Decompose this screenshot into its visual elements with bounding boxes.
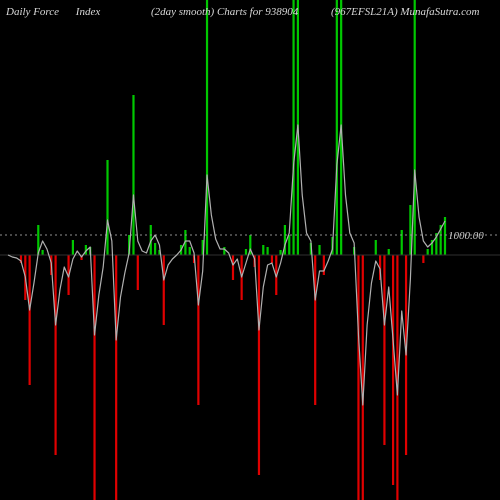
title-smooth: (2day smooth) Charts for 938904 (151, 6, 298, 18)
svg-text:1000.00: 1000.00 (448, 230, 484, 242)
force-index-chart: 1000.00 Daily Force Index (2day smooth) … (0, 0, 500, 500)
title-part-2: Index (76, 6, 100, 18)
chart-header: Daily Force Index (2day smooth) Charts f… (0, 6, 500, 18)
title-part-1: Daily Force (6, 6, 59, 18)
chart-svg: 1000.00 (0, 0, 500, 500)
title-source: (967EFSL21A) MunafaSutra.com (331, 6, 479, 18)
